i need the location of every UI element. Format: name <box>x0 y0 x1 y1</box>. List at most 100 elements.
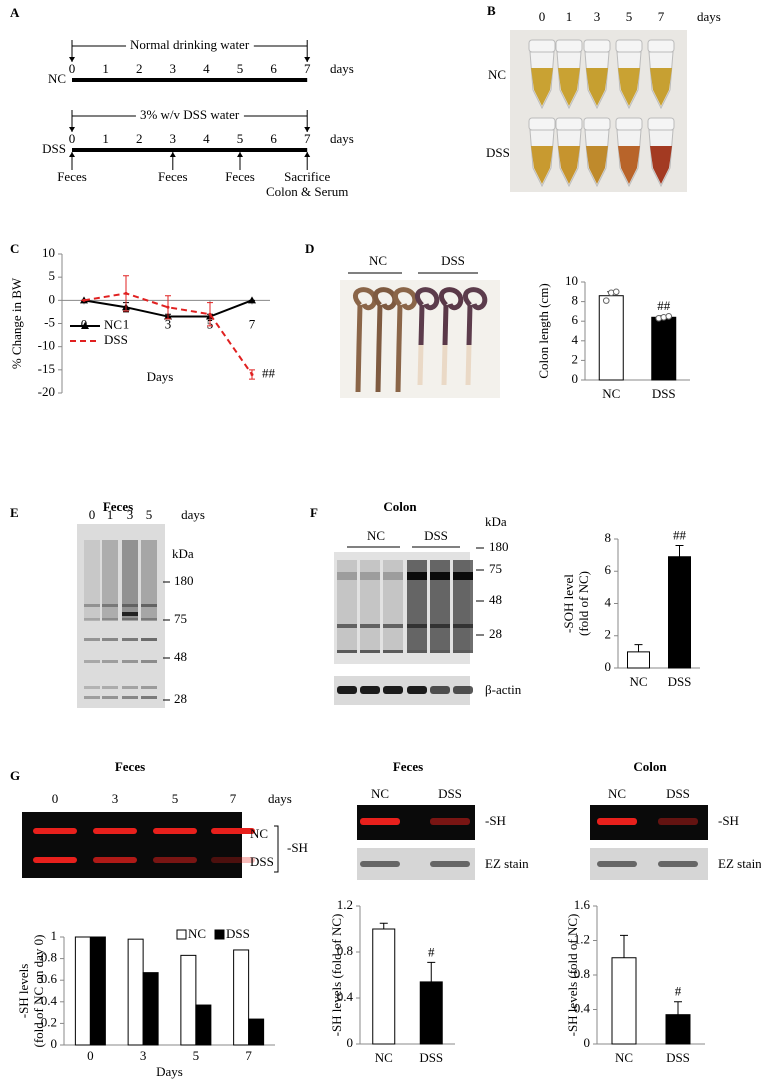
blot-band <box>430 650 450 653</box>
bar <box>233 949 250 1046</box>
blot-band <box>84 696 100 699</box>
x-tick-label: 7 <box>249 316 256 331</box>
bar <box>668 556 691 669</box>
tube-liquid <box>586 68 608 106</box>
blot-band <box>360 686 380 694</box>
blot-smear <box>102 540 118 620</box>
blot-smear <box>122 540 138 620</box>
lane-label: 5 <box>172 791 179 806</box>
colon-loop <box>414 287 440 311</box>
blot-band <box>453 572 473 580</box>
error-bar <box>620 934 628 958</box>
row-label: -SH <box>718 813 739 828</box>
point <box>124 291 128 295</box>
panel-label: G <box>10 768 20 783</box>
blot-band <box>658 861 698 867</box>
y-axis-label: % Change in BW <box>9 277 24 369</box>
data-point <box>602 297 610 304</box>
blot-band <box>102 638 118 641</box>
annotation: ## <box>262 365 276 380</box>
arrow-head <box>169 152 176 157</box>
lane-label: 0 <box>89 507 96 522</box>
y-tick-label: 0 <box>347 1035 354 1050</box>
tube-liquid <box>618 146 640 184</box>
day-unit: days <box>697 9 721 24</box>
kda-label: kDa <box>172 546 194 561</box>
y-tick-label: 0.4 <box>574 1000 591 1015</box>
day-label: 7 <box>304 61 311 76</box>
row-label: -SH <box>485 813 506 828</box>
x-tick-label: NC <box>375 1050 393 1065</box>
annotation: ## <box>673 527 687 542</box>
kda-label: kDa <box>485 514 507 529</box>
row-label: EZ stain <box>718 856 761 871</box>
loading-label: β-actin <box>485 682 522 697</box>
blot-title: Feces <box>103 499 133 514</box>
blot-title: Colon <box>383 499 417 514</box>
annotation: # <box>675 984 682 999</box>
tube-cap <box>647 117 675 131</box>
blot-title: Feces <box>393 759 423 774</box>
blot-band <box>407 572 427 580</box>
blot <box>77 524 165 708</box>
x-tick-label: DSS <box>666 1050 690 1065</box>
y-tick-label: -5 <box>44 314 55 329</box>
lane-label: DSS <box>666 786 690 801</box>
blot-band <box>453 650 473 653</box>
colon-body <box>356 304 363 346</box>
blot-band <box>337 624 357 628</box>
event-label: Feces <box>158 169 188 184</box>
lane-label: NC <box>608 786 626 801</box>
blot-band <box>33 828 77 834</box>
blot-band <box>84 604 100 607</box>
arrow-head <box>69 57 75 62</box>
marker-label: 180 <box>489 539 509 554</box>
colon-tail <box>465 344 472 386</box>
blot-band <box>360 572 380 580</box>
x-tick-label: 5 <box>193 1048 200 1063</box>
row-label: DSS <box>42 141 66 156</box>
y-tick-label: 6 <box>572 312 579 327</box>
event-label: Colon & Serum <box>266 184 348 199</box>
annotation: ## <box>657 298 671 313</box>
timeline-caption: Normal drinking water <box>130 37 250 52</box>
y-axis-label: Colon length (cm) <box>536 283 551 378</box>
lane-label: 5 <box>146 507 153 522</box>
y-tick-label: 2 <box>572 351 579 366</box>
blot-band <box>84 660 100 663</box>
tube-cap <box>615 117 643 131</box>
y-axis-label: -SH levels (fold of NC) <box>565 914 580 1037</box>
blot-band <box>122 612 138 616</box>
group-label: DSS <box>424 528 448 543</box>
blot-band <box>597 861 637 867</box>
day-label: 1 <box>102 61 109 76</box>
colon-loop <box>462 287 488 311</box>
timeline-caption: 3% w/v DSS water <box>140 107 240 122</box>
day-label: 4 <box>203 131 210 146</box>
arrow-head <box>69 152 75 157</box>
colon-loop <box>438 287 464 311</box>
y-tick-label: 6 <box>605 562 612 577</box>
legend-label: DSS <box>226 926 250 941</box>
error-bar <box>427 961 436 982</box>
y-tick-label: 4 <box>605 594 612 609</box>
blot-band <box>122 638 138 641</box>
day-label: 2 <box>136 131 143 146</box>
blot-band <box>337 650 357 653</box>
timeline-bar <box>72 148 308 152</box>
y-tick-label: -15 <box>38 361 55 376</box>
bar <box>74 936 91 1046</box>
y-tick-label: 0.8 <box>41 950 57 965</box>
legend-label: NC <box>104 317 122 332</box>
y-tick-label: 0.2 <box>41 1014 57 1029</box>
arrow-head <box>304 127 311 132</box>
blot-band <box>658 818 698 825</box>
lane-unit: days <box>268 791 292 806</box>
marker-label: 180 <box>174 573 194 588</box>
event-label: Feces <box>225 169 255 184</box>
blot-band <box>93 857 137 863</box>
blot-band <box>33 857 77 863</box>
blot-band <box>141 660 157 663</box>
error-bar <box>674 1001 682 1015</box>
marker-label: 48 <box>174 649 187 664</box>
